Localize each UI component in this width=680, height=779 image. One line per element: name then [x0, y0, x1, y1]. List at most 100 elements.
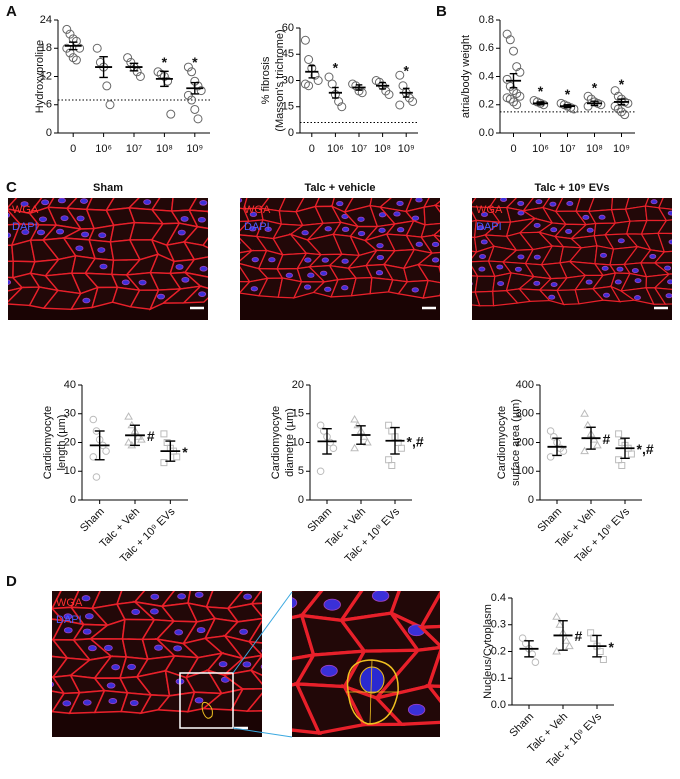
data-point — [353, 420, 363, 429]
micrograph — [272, 591, 440, 737]
data-point — [550, 432, 558, 441]
y-tick-label: 0.0 — [491, 699, 506, 711]
x-tick-label: 10⁷ — [126, 143, 142, 155]
data-point — [62, 24, 72, 34]
y-tick-label: 200 — [516, 436, 534, 448]
nucleus — [341, 285, 349, 291]
y-tick-label: 24 — [40, 14, 52, 26]
nucleus — [618, 185, 624, 189]
significance-mark: # — [575, 628, 583, 644]
nucleus — [84, 613, 94, 620]
nucleus — [549, 201, 557, 207]
y-tick-label: 0.2 — [479, 99, 494, 111]
nucleus — [285, 272, 293, 278]
cell-membrane — [255, 591, 262, 592]
nucleus — [106, 682, 116, 689]
y-axis-label: length (µm) — [56, 415, 68, 471]
nucleus — [320, 270, 328, 276]
data-point — [512, 62, 522, 72]
nucleus — [42, 626, 50, 631]
data-point — [546, 427, 555, 435]
x-tick-label: 10⁸ — [156, 143, 173, 155]
data-point — [193, 81, 203, 91]
y-axis-label: Cardiomyocyte — [496, 406, 508, 479]
y-axis-label: Nucleus/Cytoplasm — [482, 604, 494, 699]
nucleus — [243, 575, 251, 580]
nucleus — [177, 593, 186, 600]
data-point — [183, 62, 193, 72]
nucleus — [98, 232, 107, 239]
cell-membrane — [247, 640, 262, 657]
nucleus — [272, 709, 289, 720]
nucleus — [586, 227, 594, 233]
cell-membrane — [472, 219, 477, 239]
nucleus — [497, 281, 505, 286]
nucleus — [357, 230, 366, 237]
nucleus — [304, 257, 312, 263]
nucleus — [154, 644, 163, 651]
nucleus — [667, 279, 672, 285]
nucleus — [197, 574, 205, 579]
y-tick-label: 0.8 — [479, 14, 494, 26]
cell-membrane — [78, 570, 102, 588]
nucleus — [324, 286, 332, 292]
nucleus — [396, 200, 404, 206]
cell-membrane — [32, 569, 63, 586]
y-tick-label: 400 — [516, 379, 534, 391]
significance-mark: * — [182, 444, 188, 460]
cell-membrane — [472, 275, 479, 293]
cell-membrane — [438, 266, 440, 273]
nucleus — [533, 254, 541, 260]
cell-membrane — [127, 174, 161, 197]
zoom-line — [232, 727, 293, 738]
data-point — [62, 43, 72, 53]
nucleus — [600, 252, 607, 258]
stain-label: DAPI — [12, 221, 38, 233]
nucleus — [43, 698, 51, 703]
inset-cell-outline — [201, 701, 213, 719]
nucleus — [614, 279, 622, 285]
cell-membrane — [657, 207, 672, 222]
cell-membrane — [292, 591, 306, 592]
y-tick-label: 0 — [70, 494, 76, 506]
nucleus — [307, 272, 315, 278]
cell-membrane — [8, 244, 14, 262]
cell-membrane — [182, 271, 208, 289]
data-point — [160, 459, 168, 467]
nucleus — [411, 287, 419, 293]
data-point — [580, 446, 589, 455]
cell-membrane — [417, 624, 440, 648]
nucleus — [514, 266, 522, 272]
y-tick-label: 15 — [292, 408, 304, 420]
data-point — [300, 35, 310, 45]
panel-label: A — [6, 3, 17, 20]
nucleus — [634, 278, 642, 284]
cell-membrane — [433, 204, 440, 213]
data-point — [531, 658, 540, 667]
y-tick-label: 0 — [528, 494, 534, 506]
nucleus — [447, 243, 453, 247]
x-tick-label: 10⁶ — [95, 143, 112, 155]
data-point — [509, 46, 518, 56]
nucleus — [496, 264, 504, 270]
nucleus — [321, 257, 329, 263]
cell-membrane — [456, 183, 480, 196]
cell-membrane — [250, 591, 262, 605]
y-tick-label: 45 — [282, 48, 294, 60]
stain-label: WGA — [12, 204, 39, 216]
data-point — [512, 100, 522, 110]
y-axis-label: % fibrosis — [260, 56, 272, 104]
nucleus — [82, 297, 91, 304]
data-point — [190, 104, 200, 114]
stain-label: DAPI — [244, 221, 270, 233]
nucleus — [465, 297, 471, 301]
data-point — [395, 100, 405, 110]
nucleus — [8, 212, 11, 218]
nucleus — [41, 611, 49, 616]
data-point — [89, 415, 98, 424]
data-point — [580, 409, 589, 417]
significance-mark: # — [603, 431, 611, 447]
cell-membrane — [416, 263, 440, 284]
cell-membrane — [439, 293, 440, 297]
nucleus — [533, 222, 541, 228]
